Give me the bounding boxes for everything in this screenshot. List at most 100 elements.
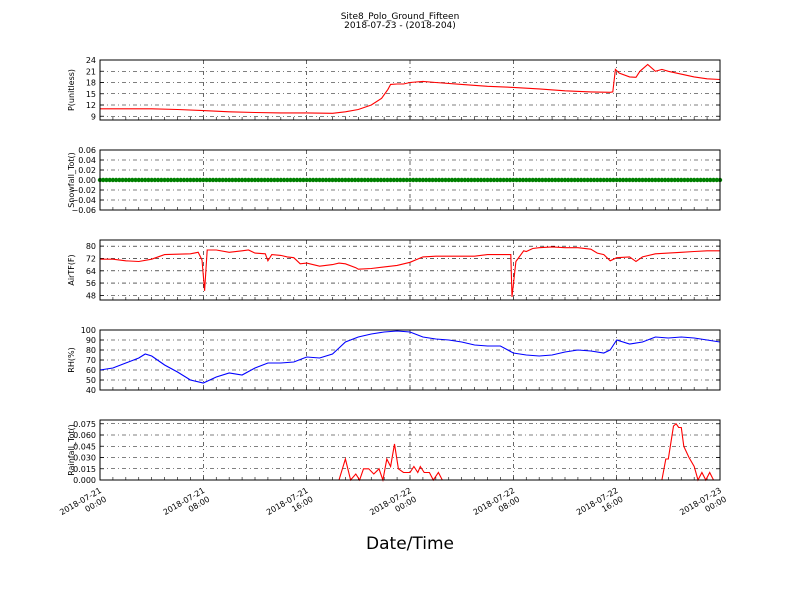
data-point	[398, 177, 403, 183]
data-point	[675, 177, 681, 183]
data-point	[184, 177, 190, 183]
data-point	[617, 177, 623, 183]
series-line	[99, 330, 721, 384]
data-point	[230, 177, 235, 183]
data-point	[343, 177, 348, 183]
data-point	[520, 177, 526, 183]
data-point	[598, 177, 603, 183]
data-point	[359, 177, 364, 183]
y-tick-label: 24	[86, 56, 96, 65]
data-point	[679, 177, 684, 183]
data-point	[714, 177, 719, 183]
y-tick-label: 72	[86, 254, 96, 263]
data-point	[595, 177, 600, 183]
data-point	[656, 177, 661, 183]
data-point	[417, 177, 422, 183]
data-point	[524, 177, 529, 183]
data-point	[517, 177, 522, 183]
data-point	[133, 177, 138, 183]
y-tick-label: 50	[86, 376, 96, 385]
data-point	[223, 177, 229, 183]
y-tick-label: 0.030	[73, 454, 96, 463]
data-point	[478, 177, 484, 183]
data-point	[159, 177, 164, 183]
data-point	[514, 177, 519, 183]
data-point	[688, 177, 694, 183]
data-point	[385, 177, 390, 183]
y-tick-label: 0.075	[73, 420, 96, 429]
data-point	[449, 177, 455, 183]
data-point	[346, 177, 351, 183]
data-point	[649, 177, 655, 183]
data-point	[704, 177, 710, 183]
y-tick-label: −0.04	[71, 196, 96, 205]
data-point	[436, 177, 442, 183]
panel-frame	[99, 59, 721, 121]
data-point	[194, 177, 200, 183]
data-point	[711, 177, 716, 183]
data-point	[430, 177, 435, 183]
data-point	[152, 177, 158, 183]
data-point	[252, 177, 258, 183]
data-point	[559, 177, 564, 183]
data-point	[120, 177, 125, 183]
data-point	[130, 177, 135, 183]
data-point	[217, 177, 222, 183]
data-point	[168, 177, 174, 183]
panel-frame	[99, 419, 721, 481]
data-point	[401, 177, 406, 183]
y-tick-label: 60	[86, 366, 96, 375]
data-point	[320, 177, 326, 183]
data-point	[614, 177, 619, 183]
data-point	[427, 177, 432, 183]
y-tick-label: 70	[86, 356, 96, 365]
data-point	[101, 177, 106, 183]
y-tick-label: 0.060	[73, 431, 96, 440]
data-point	[540, 177, 545, 183]
data-point	[214, 177, 219, 183]
data-point	[246, 177, 251, 183]
data-point	[259, 177, 264, 183]
data-point	[624, 177, 629, 183]
data-point	[288, 177, 293, 183]
data-point	[236, 177, 242, 183]
data-point	[139, 177, 145, 183]
data-point	[443, 177, 448, 183]
y-tick-label: 40	[86, 386, 96, 395]
data-point	[494, 177, 500, 183]
y-axis-label: RH(%)	[67, 347, 76, 372]
x-tick-label: 2018-07-2300:00	[678, 486, 728, 526]
data-point	[181, 177, 187, 183]
data-point	[249, 177, 254, 183]
data-point	[272, 177, 277, 183]
data-point	[388, 177, 393, 183]
data-point	[104, 177, 109, 183]
data-point	[352, 177, 358, 183]
data-point	[110, 177, 116, 183]
chart-subtitle: 2018-07-23 - (2018-204)	[344, 21, 456, 31]
y-tick-label: 80	[86, 346, 96, 355]
data-point	[556, 177, 561, 183]
data-point	[172, 177, 177, 183]
y-tick-label: −0.02	[71, 186, 96, 195]
data-point	[391, 177, 397, 183]
data-point	[643, 177, 648, 183]
data-point	[701, 177, 707, 183]
y-tick-label: 15	[86, 90, 96, 99]
data-point	[243, 177, 248, 183]
data-point	[330, 177, 335, 183]
y-tick-label: 12	[86, 101, 96, 110]
data-point	[113, 177, 119, 183]
y-tick-label: 0.015	[73, 465, 96, 474]
y-tick-label: 64	[86, 267, 96, 276]
y-tick-label: 80	[86, 242, 96, 251]
data-point	[278, 177, 284, 183]
data-point	[708, 177, 713, 183]
data-point	[146, 177, 151, 183]
data-point	[608, 177, 613, 183]
y-tick-label: 0.04	[78, 156, 96, 165]
data-point	[369, 177, 374, 183]
data-point	[310, 177, 316, 183]
data-point	[485, 177, 490, 183]
series-line	[100, 422, 720, 483]
